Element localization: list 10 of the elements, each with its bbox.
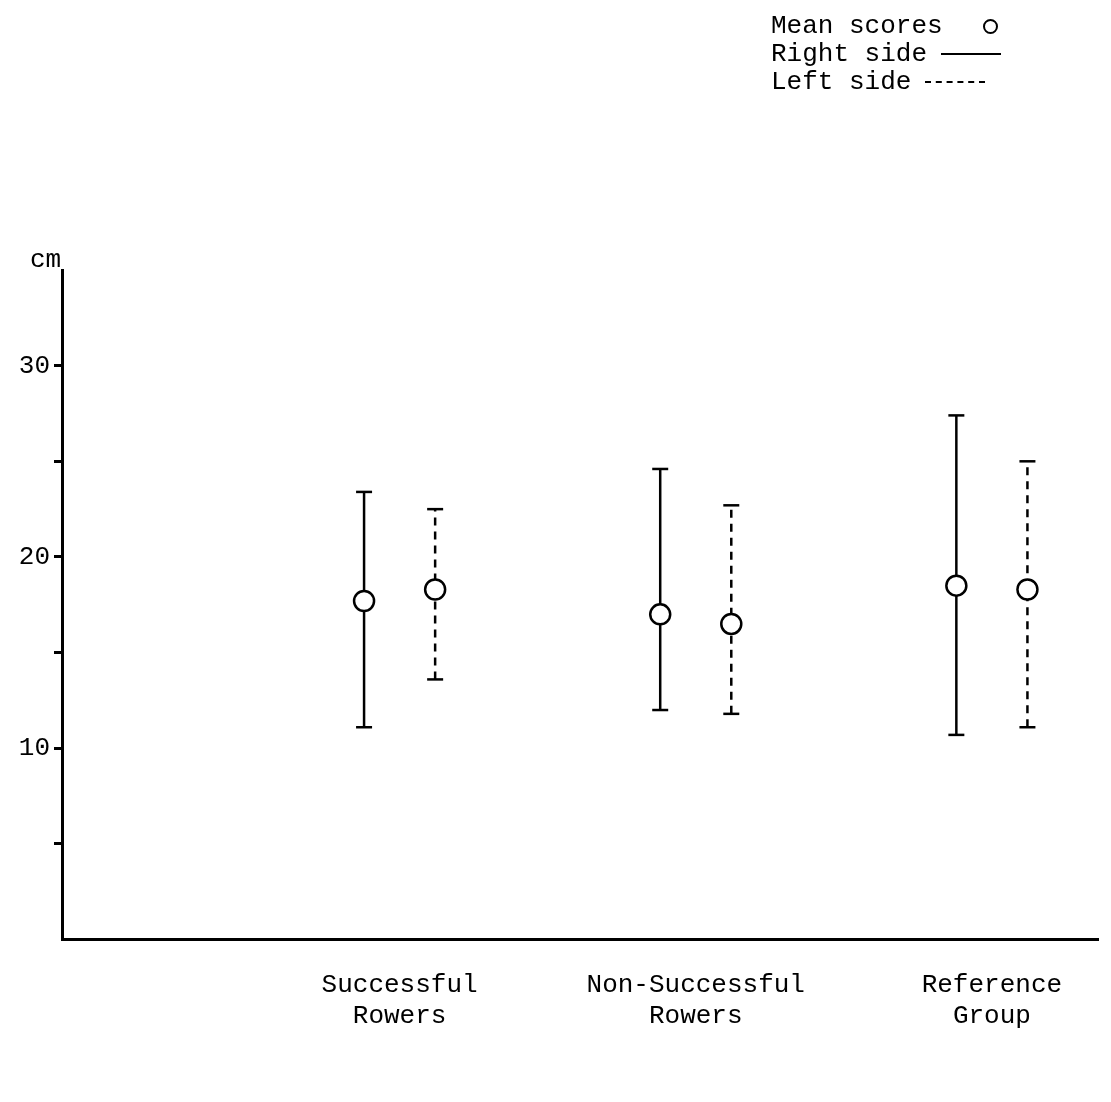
legend-title: Mean scores	[770, 11, 943, 41]
y-axis-title: cm	[30, 245, 62, 275]
x-tick-label: Successful Rowers	[321, 970, 478, 1032]
y-tick-label: 20	[18, 541, 50, 572]
x-tick-label: Non-Successful Rowers	[586, 970, 805, 1032]
legend-label: Left side	[770, 67, 912, 97]
y-tick-label: 30	[18, 350, 50, 381]
y-tick-label: 10	[18, 733, 50, 764]
x-tick-label: Reference Group	[921, 970, 1063, 1032]
legend-label: Right side	[770, 39, 927, 69]
